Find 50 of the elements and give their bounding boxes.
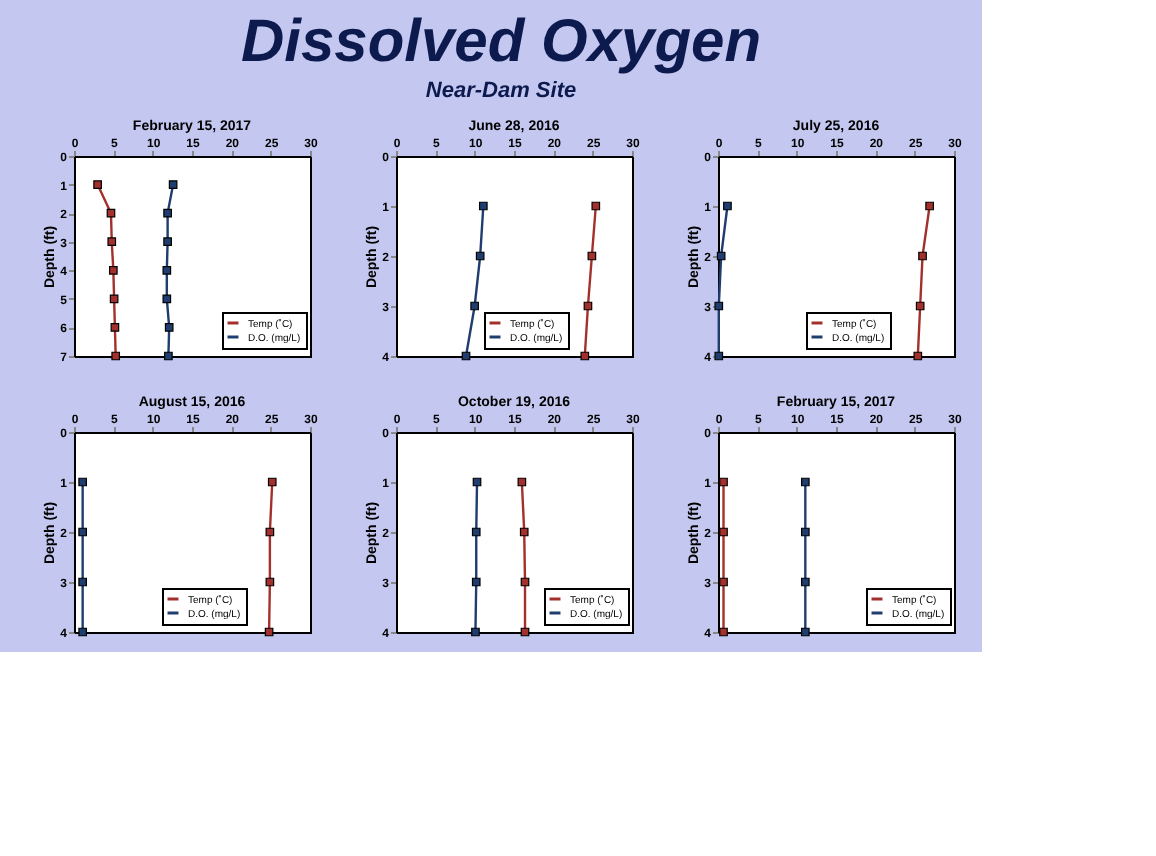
point bbox=[918, 251, 927, 261]
point bbox=[110, 323, 120, 332]
point bbox=[800, 627, 810, 637]
point bbox=[164, 323, 174, 332]
point bbox=[168, 180, 178, 189]
point bbox=[164, 351, 173, 361]
point bbox=[714, 351, 724, 361]
point bbox=[580, 351, 590, 361]
point bbox=[723, 201, 732, 211]
point bbox=[800, 577, 810, 587]
point bbox=[925, 201, 934, 211]
point bbox=[163, 208, 172, 218]
point bbox=[800, 527, 810, 537]
point bbox=[78, 477, 87, 487]
point bbox=[162, 294, 172, 304]
point bbox=[107, 237, 117, 247]
point bbox=[78, 527, 87, 537]
point bbox=[719, 527, 728, 537]
point bbox=[517, 477, 527, 487]
point bbox=[716, 251, 726, 261]
point bbox=[106, 208, 116, 218]
point bbox=[162, 265, 172, 275]
point bbox=[265, 527, 275, 537]
point bbox=[478, 201, 488, 211]
point bbox=[111, 351, 121, 361]
point bbox=[591, 201, 601, 211]
point bbox=[163, 237, 172, 247]
point bbox=[78, 627, 87, 637]
point bbox=[719, 627, 728, 637]
point bbox=[470, 301, 480, 311]
point bbox=[471, 627, 480, 637]
point bbox=[265, 577, 275, 587]
point bbox=[519, 527, 529, 537]
point bbox=[915, 301, 925, 311]
point bbox=[475, 251, 485, 261]
point bbox=[267, 477, 277, 487]
point bbox=[108, 265, 118, 275]
point bbox=[471, 577, 481, 587]
point bbox=[587, 251, 597, 261]
point bbox=[714, 301, 724, 311]
point bbox=[913, 351, 923, 361]
point bbox=[719, 477, 728, 487]
text: Near-Dam Site bbox=[425, 79, 577, 103]
point bbox=[109, 294, 119, 304]
text: Dissolved Oxygen bbox=[240, 9, 762, 75]
point bbox=[78, 577, 87, 587]
point bbox=[471, 527, 481, 537]
point bbox=[93, 180, 102, 189]
point bbox=[800, 477, 810, 487]
point bbox=[719, 577, 728, 587]
